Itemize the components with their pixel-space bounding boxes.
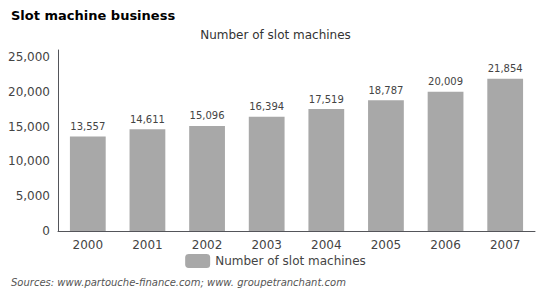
svg-text:Slot machine business: Slot machine business xyxy=(11,8,175,23)
svg-text:18,787: 18,787 xyxy=(368,85,403,96)
svg-text:2006: 2006 xyxy=(430,238,461,252)
svg-text:13,557: 13,557 xyxy=(70,121,105,132)
svg-text:15,096: 15,096 xyxy=(190,110,225,121)
svg-text:0: 0 xyxy=(42,224,50,238)
svg-text:2000: 2000 xyxy=(73,238,104,252)
svg-text:16,394: 16,394 xyxy=(249,101,284,112)
svg-text:17,519: 17,519 xyxy=(309,94,344,105)
svg-text:2003: 2003 xyxy=(251,238,282,252)
svg-text:Number of slot machines: Number of slot machines xyxy=(215,254,366,268)
svg-text:Sources: www.partouche-finance: Sources: www.partouche-finance.com; www.… xyxy=(11,277,346,288)
svg-text:5,000: 5,000 xyxy=(16,189,50,203)
svg-text:10,000: 10,000 xyxy=(8,154,50,168)
svg-text:2007: 2007 xyxy=(490,238,521,252)
svg-text:2002: 2002 xyxy=(192,238,223,252)
svg-text:20,009: 20,009 xyxy=(428,76,463,87)
svg-text:2005: 2005 xyxy=(371,238,402,252)
svg-text:15,000: 15,000 xyxy=(8,120,50,134)
svg-text:2001: 2001 xyxy=(132,238,163,252)
svg-text:20,000: 20,000 xyxy=(8,85,50,99)
svg-text:2004: 2004 xyxy=(311,238,342,252)
svg-text:Number of slot machines: Number of slot machines xyxy=(200,28,351,42)
svg-text:25,000: 25,000 xyxy=(8,50,50,64)
svg-text:14,611: 14,611 xyxy=(130,114,165,125)
svg-text:21,854: 21,854 xyxy=(488,63,523,74)
